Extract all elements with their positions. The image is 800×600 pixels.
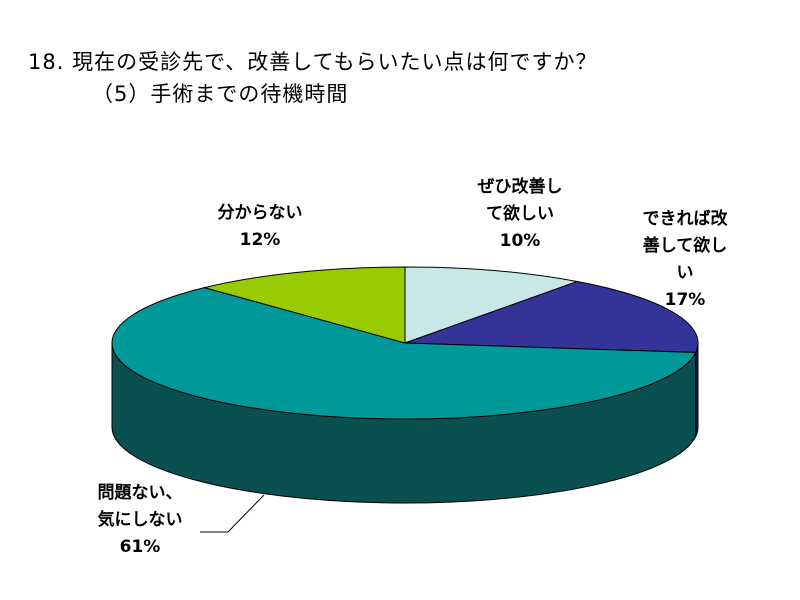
leader-line: [200, 494, 265, 533]
pie-slice-2: [111, 287, 697, 420]
slice-label-2: 問題ない、気にしない 61%: [97, 483, 265, 557]
pie-slice-1: [404, 280, 699, 354]
slice-percent-label: 61%: [120, 537, 161, 557]
slice-category-label: 善して欲し: [643, 235, 728, 256]
slice-category-label: 問題ない、: [98, 483, 183, 503]
chart-title-line-2: （5）手術までの待機時間: [92, 82, 349, 106]
chart-title-line-1: 18. 現在の受診先で、改善してもらいたい点は何ですか？: [28, 50, 598, 74]
pie-slice-0: [404, 266, 580, 344]
slice-category-label: 気にしない: [97, 509, 183, 530]
pie-slice-3: [202, 266, 406, 344]
slice-percent-label: 12%: [240, 230, 281, 250]
slice-category-label: 分からない: [218, 203, 303, 223]
slice-category-label: て欲しい: [486, 203, 554, 224]
slice-category-label: できれば改: [643, 208, 729, 229]
slice-category-label: い: [677, 263, 694, 283]
slice-percent-label: 17%: [665, 290, 706, 310]
slice-label-3: 分からない 12%: [218, 203, 303, 250]
pie-top: [111, 266, 699, 420]
slice-percent-label: 10%: [500, 231, 541, 251]
slice-category-label: ぜひ改善し: [478, 176, 563, 197]
